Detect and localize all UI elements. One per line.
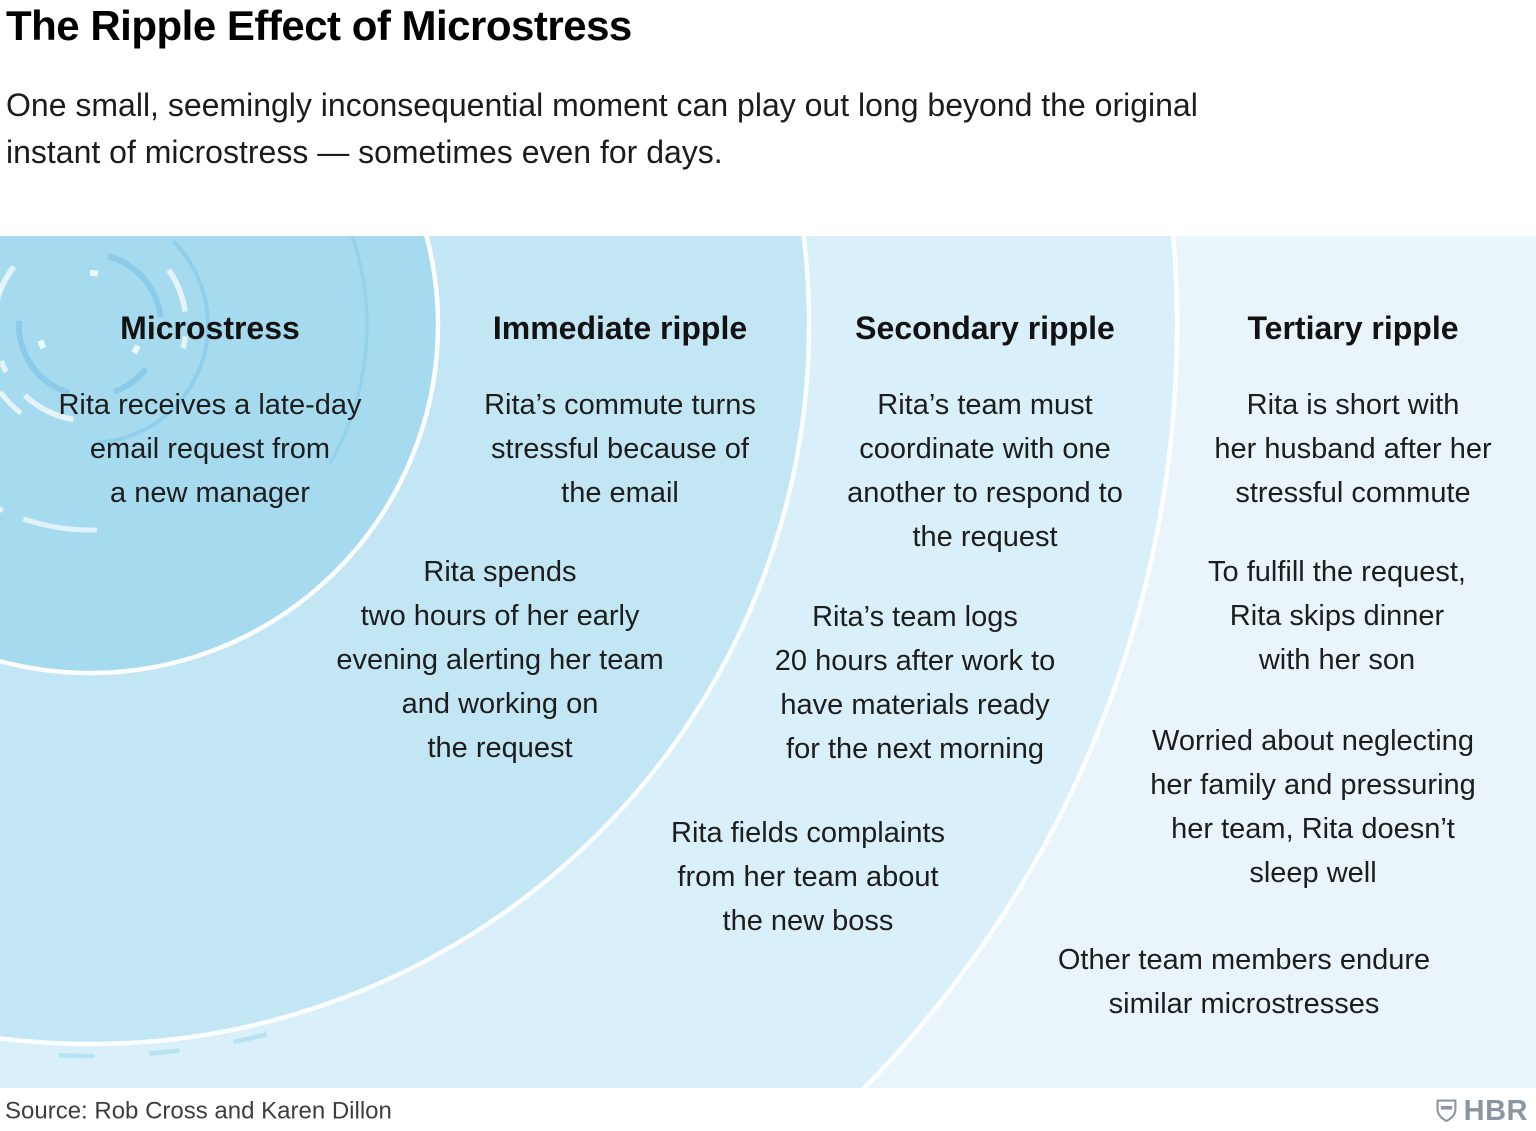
hbr-logo: HBR: [1436, 1094, 1528, 1127]
microstress-band: [0, 236, 441, 676]
tertiary-ripple-text-4: Other team members endure similar micros…: [1057, 944, 1431, 1020]
immediate-ripple-text-1: Rita’s commute turns stressful because o…: [484, 389, 756, 509]
column-heading-secondary-ripple: Secondary ripple: [855, 310, 1115, 346]
tertiary-ripple-text-3: Worried about neglecting her family and …: [1150, 725, 1476, 889]
hbr-shield-icon: [1436, 1099, 1457, 1123]
column-heading-tertiary-ripple: Tertiary ripple: [1247, 310, 1459, 346]
immediate-ripple-text-2: Rita spends two hours of her early eveni…: [336, 556, 664, 764]
ripple-waves-graphic: [0, 236, 1179, 1088]
source-credit: Source: Rob Cross and Karen Dillon: [5, 1097, 392, 1125]
column-heading-immediate-ripple: Immediate ripple: [492, 310, 748, 346]
hbr-logo-text: HBR: [1463, 1094, 1528, 1127]
page-title: The Ripple Effect of Microstress: [6, 2, 632, 49]
tertiary-ripple-text-1: Rita is short with her husband after her…: [1214, 389, 1492, 509]
column-heading-microstress: Microstress: [120, 310, 300, 346]
footer: Source: Rob Cross and Karen Dillon HBR: [0, 1088, 1536, 1131]
secondary-ripple-text-1: Rita’s team must coordinate with one ano…: [847, 389, 1123, 553]
tertiary-ripple-text-2: To fulfill the request, Rita skips dinne…: [1208, 556, 1466, 676]
secondary-ripple-text-3: Rita fields complaints from her team abo…: [671, 817, 945, 937]
microstress-event-text: Rita receives a late-day email request f…: [58, 389, 362, 509]
page-subtitle: One small, seemingly inconsequential mom…: [6, 87, 1198, 170]
secondary-ripple-text-2: Rita’s team logs 20 hours after work to …: [774, 601, 1056, 765]
ripple-diagram: Microstress Immediate ripple Secondary r…: [0, 236, 1536, 1088]
